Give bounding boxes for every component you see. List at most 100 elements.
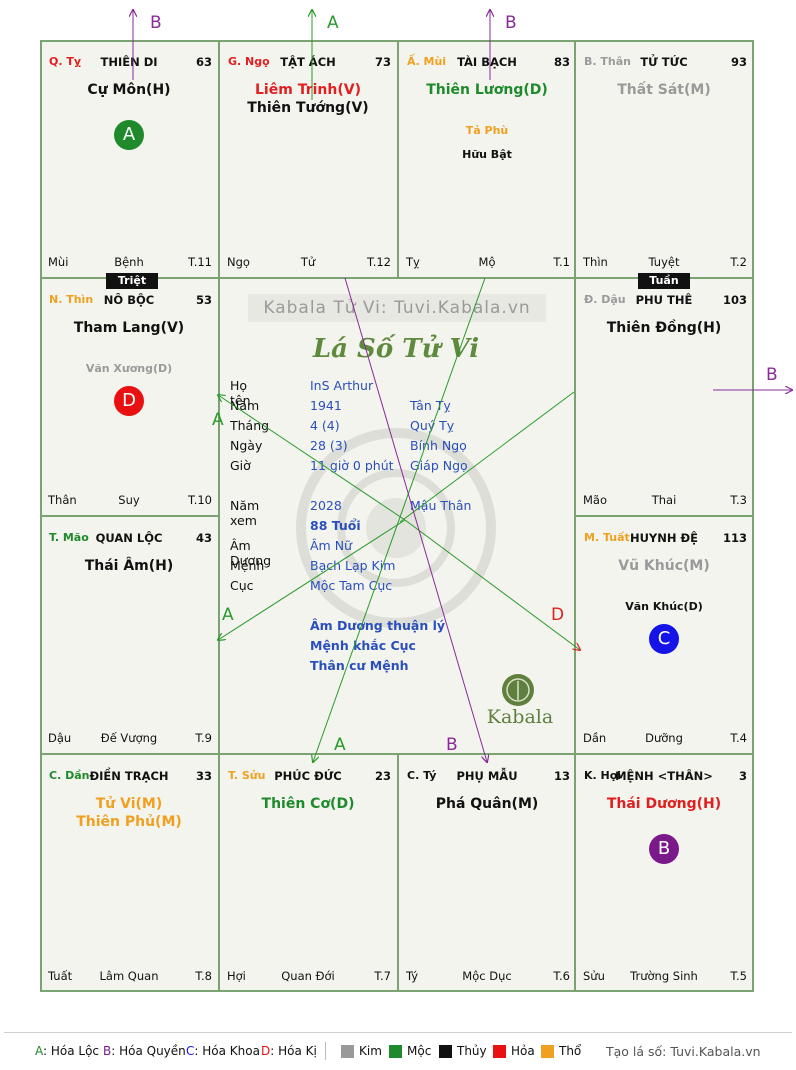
main-star: Tham Lang(V) — [73, 320, 185, 336]
month-label: T.7 — [374, 969, 391, 983]
center-info: Kabala Tử Vi: Tuvi.Kabala.vn Lá Số Tử Vi… — [218, 278, 574, 754]
legend-text: : Hóa Quyền — [111, 1044, 186, 1058]
main-star: Thiên Lương(D) — [426, 82, 548, 98]
info-k: Âm Dương — [230, 538, 272, 568]
heavenly-stem: B. Thân — [584, 55, 631, 68]
main-star: Thiên Phủ(M) — [76, 814, 182, 830]
life-stage: Mộc Dục — [462, 969, 512, 983]
legend-key: D — [261, 1044, 271, 1058]
arrow-label: A — [327, 13, 339, 33]
legend-key: C — [186, 1044, 195, 1058]
earthly-branch: Thân — [48, 493, 77, 507]
legend-divider — [4, 1032, 792, 1033]
arrow-label: B — [505, 13, 517, 33]
life-stage: Tuyệt — [648, 255, 680, 269]
palace-age: 3 — [738, 769, 747, 783]
minor-star: Hữu Bật — [462, 148, 512, 161]
palace-name: THIÊN DI — [100, 55, 158, 69]
month-label: T.12 — [367, 255, 391, 269]
info-v1: Mộc Tam Cục — [310, 578, 393, 593]
element-swatch — [541, 1045, 554, 1058]
legend-hoa-item: C: Hóa Khoa — [186, 1044, 260, 1058]
heavenly-stem: Ấ. Mùi — [407, 55, 447, 68]
life-stage: Thai — [651, 493, 677, 507]
palace-age: 13 — [553, 769, 570, 783]
line-label: B — [446, 735, 458, 755]
palace-name: TÀI BẠCH — [457, 55, 517, 69]
heavenly-stem: Q. Tỵ — [49, 55, 82, 68]
hoa-badge: A — [114, 120, 144, 150]
palace-age: 33 — [195, 769, 212, 783]
palace-name: TẬT ÁCH — [280, 55, 336, 69]
hoa-badge: C — [649, 624, 679, 654]
credit-link[interactable]: Tạo lá số: Tuvi.Kabala.vn — [606, 1044, 761, 1059]
palace-name: ĐIỀN TRẠCH — [89, 769, 169, 783]
heavenly-stem: T. Sửu — [228, 769, 266, 782]
info-k: Cục — [230, 578, 254, 593]
palace-cell-dau: Đ. Dậu PHU THÊ 103 Thiên Đồng(H) Mão Thai T.3 — [575, 278, 753, 516]
line-label: A — [334, 735, 346, 755]
line-label: D — [551, 605, 564, 625]
info-k: Tháng — [230, 418, 270, 433]
hoa-arrows-overlay: B A B B A A A D B — [0, 0, 796, 1030]
info-k: Mệnh — [230, 558, 265, 573]
palace-name: MỆNH <THÂN> — [615, 769, 713, 783]
month-label: T.10 — [188, 493, 212, 507]
element-label: Hỏa — [511, 1044, 535, 1058]
palace-name: TỬ TỨC — [640, 55, 688, 69]
palace-cell-tuat: M. Tuất HUYNH ĐỆ 113 Vũ Khúc(M) Văn Khúc(D) D… — [575, 516, 753, 754]
info-k: Năm xem — [230, 498, 260, 528]
legend-text: : Hóa Lộc — [43, 1044, 100, 1058]
month-label: T.3 — [730, 493, 747, 507]
life-stage: Dưỡng — [645, 731, 683, 745]
info-k: Ngày — [230, 438, 263, 453]
life-stage: Lâm Quan — [99, 969, 159, 983]
palace-cell-tyy: C. Tý PHỤ MẪU 13 Phá Quân(M) Tý Mộc Dục T.6 — [398, 754, 576, 992]
earthly-branch: Mùi — [48, 255, 69, 269]
life-stage: Suy — [118, 493, 140, 507]
minor-star: Văn Xương(D) — [85, 362, 173, 375]
earthly-branch: Tỵ — [406, 255, 420, 269]
hoa-badge: B — [649, 834, 679, 864]
palace-name: NÔ BỘC — [103, 293, 155, 307]
earthly-branch: Dần — [583, 731, 607, 745]
info-v1: 28 (3) — [310, 438, 348, 453]
line-a2 — [218, 519, 406, 640]
info-v1: InS Arthur — [310, 378, 374, 393]
line-a1 — [218, 395, 406, 521]
info-v1: 11 giờ 0 phút — [310, 458, 394, 473]
palace-age: 113 — [722, 531, 747, 545]
arrow-label: B — [150, 13, 162, 33]
element-label: Mộc — [407, 1044, 432, 1058]
center-note: Thân cư Mệnh — [310, 658, 409, 673]
month-label: T.11 — [188, 255, 212, 269]
main-star: Thiên Đồng(H) — [606, 320, 722, 336]
palace-age: 43 — [195, 531, 212, 545]
triet-tag: Triệt — [106, 273, 158, 289]
life-stage: Trường Sinh — [630, 969, 698, 983]
heavenly-stem: C. Dần — [49, 769, 90, 782]
palace-age: 103 — [722, 293, 747, 307]
heavenly-stem: G. Ngọ — [228, 55, 270, 68]
palace-age: 73 — [374, 55, 391, 69]
month-label: T.5 — [730, 969, 747, 983]
grid-line — [40, 515, 218, 517]
minor-star: Văn Khúc(D) — [625, 600, 703, 613]
palace-name: PHÚC ĐỨC — [274, 769, 342, 783]
main-star: Tử Vi(M) — [95, 796, 163, 812]
heavenly-stem: N. Thìn — [49, 293, 94, 306]
legend-key: A — [35, 1044, 43, 1058]
legend-text: : Hóa Kị — [270, 1044, 317, 1058]
main-star: Thất Sát(M) — [617, 82, 711, 98]
legend-hoa-item: A: Hóa Lộc — [35, 1044, 99, 1058]
element-swatch — [341, 1045, 354, 1058]
grid-line — [574, 40, 576, 992]
earthly-branch: Ngọ — [227, 255, 250, 269]
palace-name: HUYNH ĐỆ — [629, 531, 699, 545]
palace-cell-mao: T. Mão QUAN LỘC 43 Thái Âm(H) Dậu Đế Vượng T.9 — [40, 516, 218, 754]
main-star: Thiên Cơ(D) — [261, 796, 355, 812]
palace-cell-dan: C. Dần ĐIỀN TRẠCH 33 Tử Vi(M) Thiên Phủ(M) Tu… — [40, 754, 218, 992]
element-swatch — [493, 1045, 506, 1058]
info-k: Năm — [230, 398, 260, 413]
kabala-logo-text: Kabala — [486, 706, 554, 728]
